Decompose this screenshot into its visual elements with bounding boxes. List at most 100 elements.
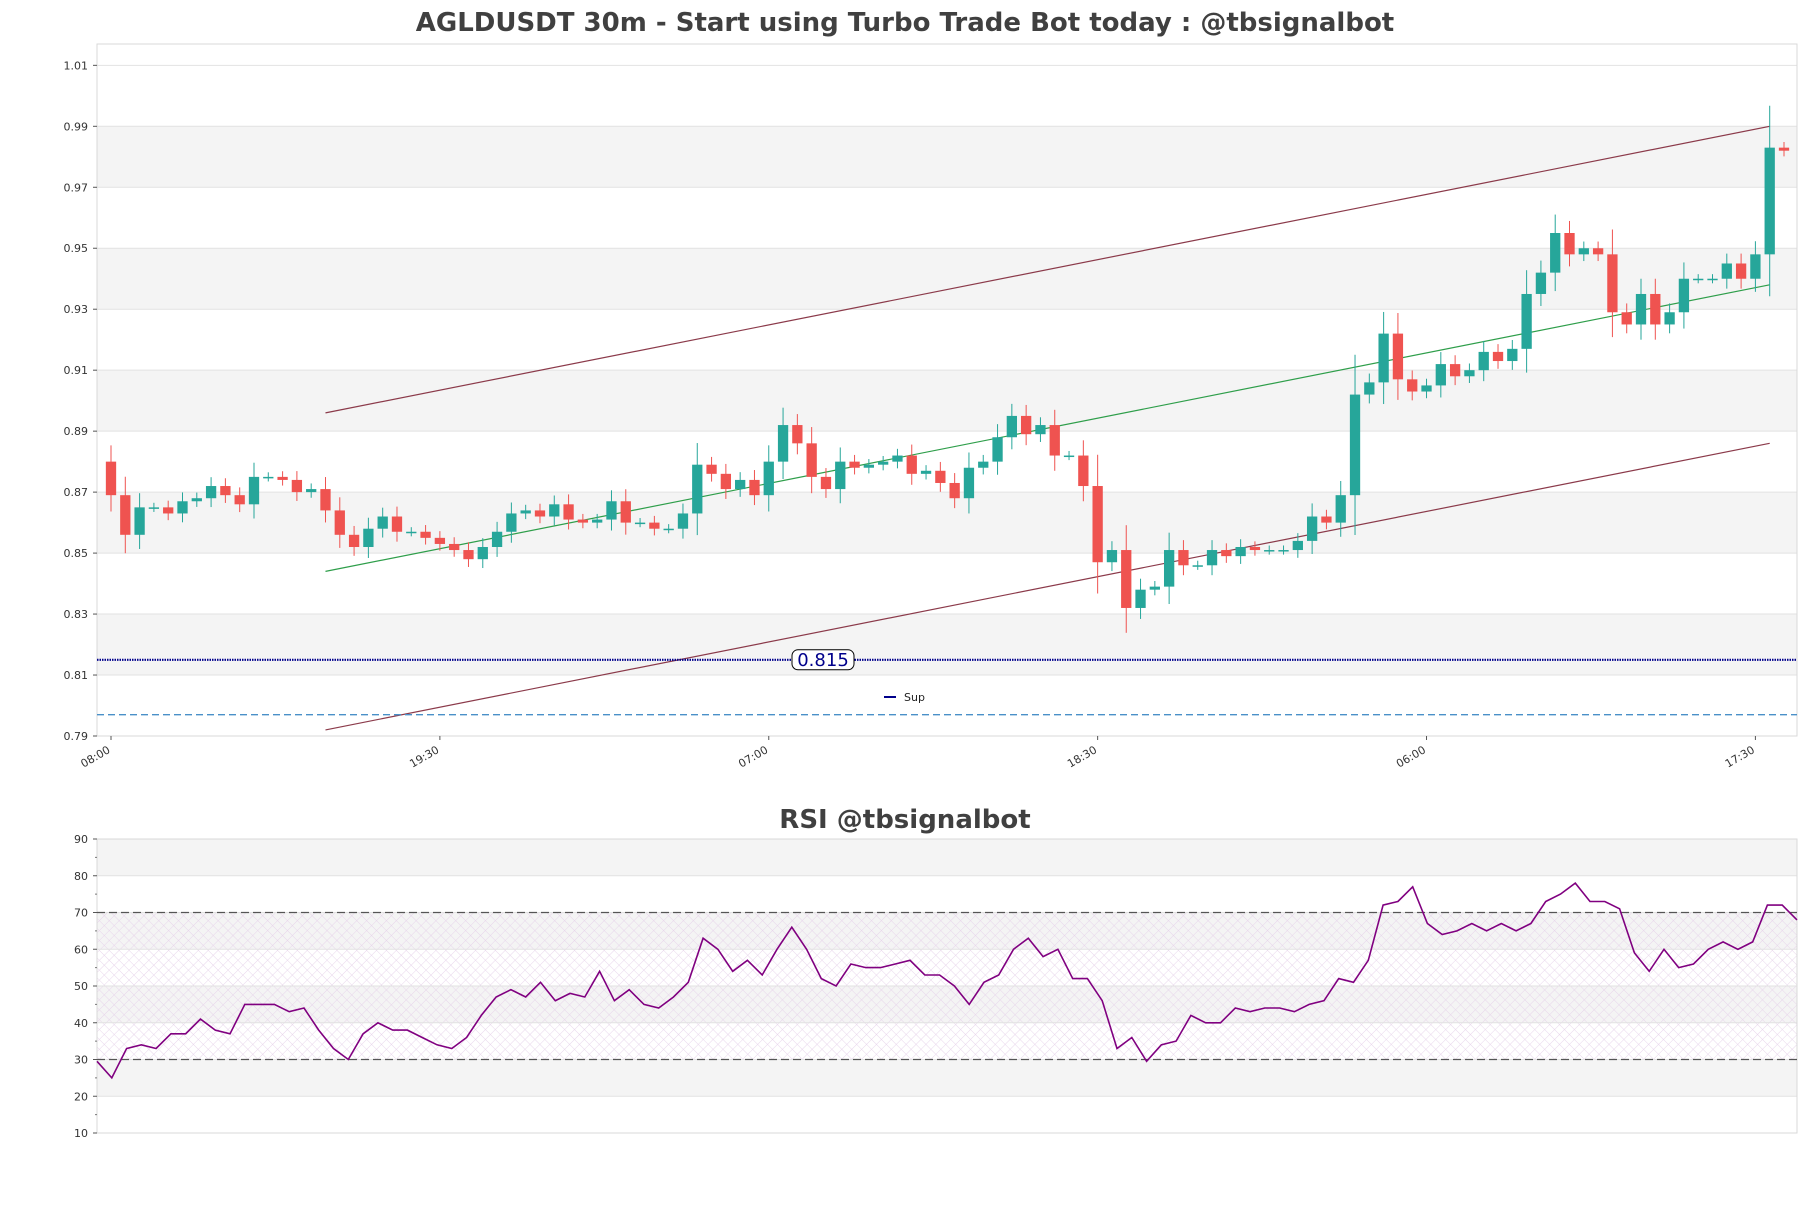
rsi-chart-title: RSI @tbsignalbot	[779, 805, 1030, 835]
candle-body	[563, 504, 574, 520]
candle-body	[1650, 293, 1661, 325]
main-ytick-label: 0.91	[64, 364, 89, 377]
main-ytick-label: 0.97	[64, 181, 89, 194]
rsi-ytick-label: 50	[74, 980, 88, 993]
candle-body	[1178, 550, 1189, 566]
rsi-reference-lines	[97, 911, 1797, 1061]
candle-body	[1106, 550, 1118, 563]
rsi-band	[97, 875, 1797, 913]
candle-body	[763, 461, 774, 496]
main-ytick-label: 0.89	[64, 425, 89, 438]
main-chart-title: AGLDUSDT 30m - Start using Turbo Trade B…	[416, 8, 1395, 38]
candle-body	[234, 495, 245, 505]
candle-body	[491, 531, 503, 547]
candle-body	[592, 519, 603, 523]
candle-body	[134, 507, 145, 535]
candle-body	[1049, 425, 1060, 456]
candle-body	[248, 476, 260, 505]
candle-body	[892, 455, 903, 462]
candle-body	[577, 519, 589, 523]
main-ytick-label: 0.81	[64, 669, 89, 682]
main-ytick-label: 0.83	[64, 608, 89, 621]
main-plot-bands	[97, 44, 1797, 737]
rsi-ytick-label: 80	[74, 870, 88, 883]
candle-body	[820, 476, 832, 490]
candle-body	[477, 546, 488, 560]
candle-body	[463, 550, 474, 560]
lower-channel-line	[325, 442, 1770, 731]
candle-body	[920, 470, 932, 474]
candle-body	[1163, 550, 1175, 587]
candle-body	[1607, 254, 1618, 313]
candle-body	[963, 467, 975, 499]
candle-body	[1592, 248, 1604, 255]
candle-body	[1206, 550, 1218, 566]
candle-body	[263, 476, 274, 479]
candle-body	[1778, 147, 1790, 151]
candle-body	[992, 437, 1003, 462]
main-xtick-label: 06:00	[1394, 743, 1428, 770]
candle-body	[906, 455, 917, 474]
main-plot-frame	[96, 43, 1798, 737]
candle-body	[1421, 385, 1432, 392]
main-ytick-label: 0.85	[64, 547, 89, 560]
candle-body	[749, 479, 760, 496]
candle-body	[1264, 550, 1275, 552]
candle-body	[720, 473, 732, 490]
candle-body	[1292, 540, 1303, 551]
candle-body	[1721, 263, 1732, 279]
candle-body	[835, 461, 846, 490]
candle-body	[777, 425, 789, 462]
candle-body	[663, 528, 674, 531]
support-label-box	[791, 649, 855, 671]
legend-entry-sup: Sup	[904, 691, 925, 704]
candle-body	[620, 501, 631, 523]
candle-body	[1063, 455, 1075, 458]
candle-body	[334, 510, 345, 535]
candle-body	[878, 461, 889, 465]
main-band-top	[97, 44, 1797, 66]
main-ytick-label: 0.95	[64, 242, 89, 255]
candle-body	[1707, 278, 1718, 281]
main-ytick-label: 0.93	[64, 303, 89, 316]
candle-body	[1407, 379, 1418, 392]
rsi-ytick-label: 20	[74, 1090, 88, 1103]
candle-body	[649, 522, 660, 529]
candle-body	[1521, 293, 1532, 349]
candle-body	[1664, 312, 1675, 325]
candle-body	[120, 495, 131, 535]
candle-body	[863, 464, 875, 468]
candle-body	[1149, 586, 1160, 590]
candle-body	[1349, 394, 1361, 496]
candle-body	[306, 489, 317, 493]
candle-body	[735, 479, 746, 490]
candlestick-series	[105, 105, 1790, 633]
main-band	[97, 248, 1797, 310]
candle-body	[363, 528, 374, 547]
candle-body	[1006, 415, 1017, 438]
candle-body	[1364, 382, 1375, 395]
candle-body	[205, 486, 217, 499]
candle-body	[520, 510, 531, 514]
candle-body	[1750, 254, 1761, 279]
upper-channel-line	[325, 125, 1770, 414]
candle-body	[148, 507, 160, 509]
candle-body	[1392, 333, 1404, 380]
main-band	[97, 614, 1797, 676]
main-ytick-label: 0.87	[64, 486, 89, 499]
candle-body	[806, 443, 817, 477]
rsi-band	[97, 839, 1797, 876]
rsi-plot-bands	[97, 838, 1797, 1134]
candle-body	[849, 461, 860, 468]
candle-body	[634, 522, 646, 525]
candle-body	[291, 479, 303, 493]
candle-body	[1507, 348, 1518, 362]
candle-body	[978, 461, 989, 468]
rsi-ytick-label: 40	[74, 1017, 88, 1030]
main-xtick-label: 07:00	[736, 743, 770, 770]
candle-body	[935, 470, 946, 483]
rsi-band	[97, 1059, 1797, 1097]
candle-body	[406, 531, 417, 534]
candle-body	[1764, 147, 1775, 255]
